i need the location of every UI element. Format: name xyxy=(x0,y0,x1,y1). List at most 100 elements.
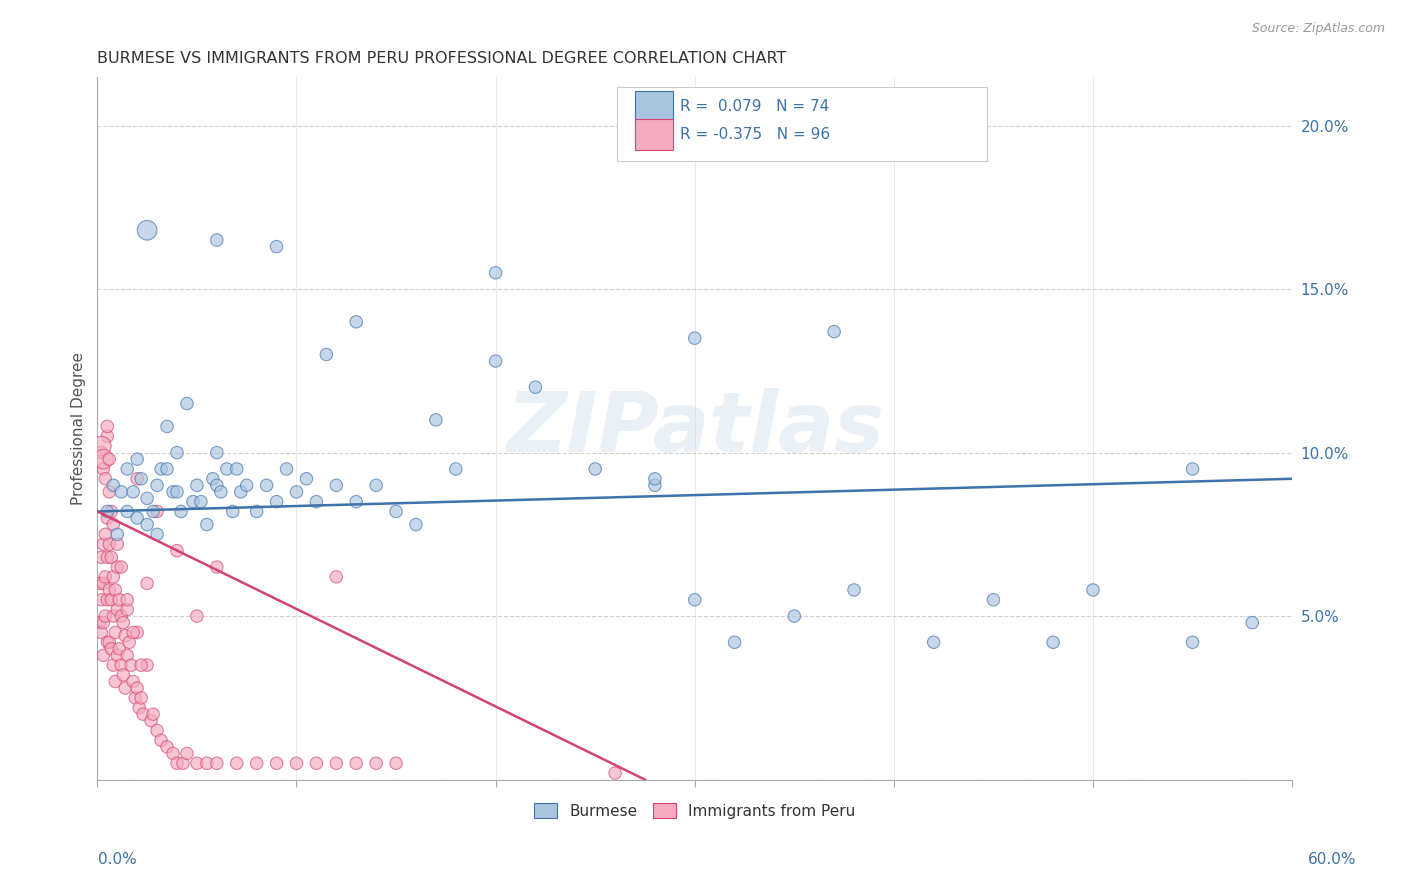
Point xyxy=(644,472,666,486)
Point xyxy=(108,641,131,656)
Point xyxy=(256,478,278,492)
Point xyxy=(295,472,318,486)
Point xyxy=(385,504,408,518)
Point xyxy=(90,625,112,640)
Point xyxy=(110,560,132,574)
Point xyxy=(98,452,121,467)
Point xyxy=(222,504,245,518)
Point xyxy=(583,462,606,476)
Point xyxy=(115,462,138,476)
Point xyxy=(96,635,118,649)
Point xyxy=(315,347,337,361)
Point xyxy=(305,494,328,508)
Point xyxy=(136,491,159,506)
Point xyxy=(98,484,121,499)
Point xyxy=(209,484,232,499)
Point xyxy=(105,527,128,541)
Point xyxy=(205,560,228,574)
Point xyxy=(150,733,173,747)
Point xyxy=(94,472,117,486)
Point xyxy=(325,756,347,771)
Point xyxy=(162,484,184,499)
Text: Source: ZipAtlas.com: Source: ZipAtlas.com xyxy=(1251,22,1385,36)
Point xyxy=(181,494,204,508)
Point xyxy=(190,494,212,508)
Point xyxy=(366,478,388,492)
Point xyxy=(136,223,159,237)
Point xyxy=(723,635,745,649)
Point xyxy=(344,315,367,329)
Point xyxy=(94,570,117,584)
Point xyxy=(108,592,131,607)
Point xyxy=(136,658,159,673)
Point xyxy=(100,592,122,607)
FancyBboxPatch shape xyxy=(617,87,987,161)
Point xyxy=(285,756,308,771)
Point xyxy=(484,354,506,368)
Point xyxy=(110,484,132,499)
Point xyxy=(115,602,138,616)
Point xyxy=(91,576,114,591)
Point xyxy=(91,648,114,663)
Point xyxy=(100,504,122,518)
Point xyxy=(114,629,136,643)
Point xyxy=(127,511,149,525)
Point xyxy=(94,609,117,624)
Point xyxy=(91,462,114,476)
Point xyxy=(115,648,138,663)
Point xyxy=(305,756,328,771)
Point xyxy=(122,625,145,640)
Point xyxy=(1042,635,1064,649)
Point xyxy=(205,756,228,771)
Point xyxy=(325,570,347,584)
Point xyxy=(385,756,408,771)
Point xyxy=(104,582,127,597)
Point xyxy=(115,504,138,518)
Point xyxy=(225,462,247,476)
Point xyxy=(105,537,128,551)
Point xyxy=(246,504,269,518)
Point xyxy=(783,609,806,624)
Point xyxy=(96,511,118,525)
Point xyxy=(1181,462,1204,476)
Point xyxy=(166,543,188,558)
Text: 0.0%: 0.0% xyxy=(98,852,138,867)
Point xyxy=(285,484,308,499)
Point xyxy=(122,674,145,689)
Point xyxy=(90,550,112,565)
Point xyxy=(91,452,114,467)
Point xyxy=(425,413,447,427)
Text: 60.0%: 60.0% xyxy=(1309,852,1357,867)
Point xyxy=(136,517,159,532)
Point xyxy=(142,504,165,518)
Point xyxy=(100,641,122,656)
Point xyxy=(186,609,208,624)
Point xyxy=(112,615,135,630)
Text: R = -0.375   N = 96: R = -0.375 N = 96 xyxy=(681,128,831,143)
Point xyxy=(96,592,118,607)
Point xyxy=(922,635,945,649)
Point xyxy=(127,452,149,467)
Point xyxy=(110,658,132,673)
Point xyxy=(201,472,224,486)
Point xyxy=(246,756,269,771)
Point xyxy=(150,462,173,476)
Point xyxy=(94,527,117,541)
Point xyxy=(186,478,208,492)
Point xyxy=(225,756,247,771)
Point xyxy=(142,707,165,722)
Point xyxy=(266,239,288,253)
Point xyxy=(146,504,169,518)
Point xyxy=(366,756,388,771)
Point xyxy=(104,625,127,640)
Point xyxy=(444,462,467,476)
Point xyxy=(104,674,127,689)
Point xyxy=(156,419,179,434)
Point xyxy=(96,419,118,434)
Point xyxy=(325,478,347,492)
Point xyxy=(644,478,666,492)
Point xyxy=(115,592,138,607)
Point xyxy=(120,658,142,673)
Point xyxy=(166,756,188,771)
Point xyxy=(129,690,152,705)
